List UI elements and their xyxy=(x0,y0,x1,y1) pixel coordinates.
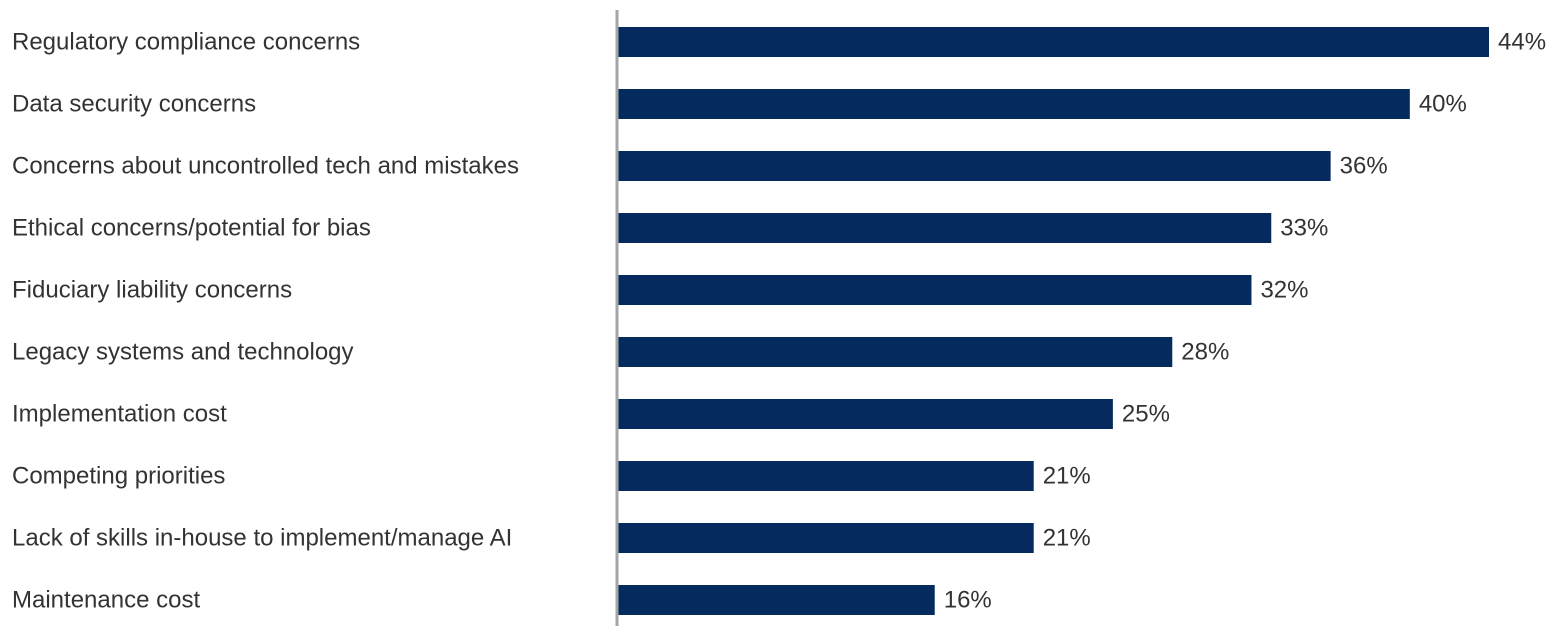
category-label: Lack of skills in-house to implement/man… xyxy=(12,525,512,552)
category-label: Ethical concerns/potential for bias xyxy=(12,215,371,242)
value-label: 36% xyxy=(1340,153,1388,180)
category-label: Concerns about uncontrolled tech and mis… xyxy=(12,153,519,180)
value-label: 21% xyxy=(1043,463,1091,490)
value-labels: 44% 40% 36% 33% 32% 28% 25% 21% 21% 16% xyxy=(944,29,1546,614)
category-label: Data security concerns xyxy=(12,91,256,118)
value-label: 21% xyxy=(1043,525,1091,552)
category-label: Regulatory compliance concerns xyxy=(12,29,360,56)
bar xyxy=(618,89,1410,119)
category-label: Competing priorities xyxy=(12,463,225,490)
bar xyxy=(618,337,1173,367)
category-label: Fiduciary liability concerns xyxy=(12,277,292,304)
bar xyxy=(618,523,1034,553)
bars xyxy=(618,27,1489,615)
category-label: Implementation cost xyxy=(12,401,227,428)
bar xyxy=(618,275,1252,305)
bar xyxy=(618,585,935,615)
value-label: 25% xyxy=(1122,401,1170,428)
bar xyxy=(618,151,1331,181)
category-labels: Regulatory compliance concerns Data secur… xyxy=(12,29,519,614)
value-label: 40% xyxy=(1419,91,1467,118)
value-label: 16% xyxy=(944,587,992,614)
value-label: 28% xyxy=(1181,339,1229,366)
value-label: 32% xyxy=(1260,277,1308,304)
category-label: Legacy systems and technology xyxy=(12,339,354,366)
value-label: 44% xyxy=(1498,29,1546,56)
bar xyxy=(618,399,1113,429)
category-label: Maintenance cost xyxy=(12,587,200,614)
bar xyxy=(618,461,1034,491)
value-label: 33% xyxy=(1280,215,1328,242)
bar xyxy=(618,213,1272,243)
bar xyxy=(618,27,1489,57)
